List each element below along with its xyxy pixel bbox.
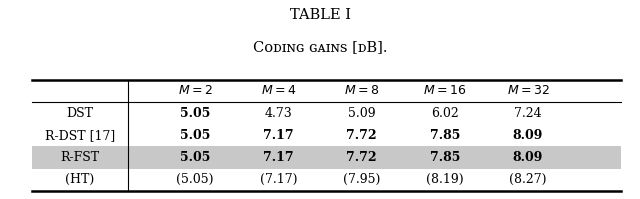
Text: 7.72: 7.72 — [346, 151, 377, 164]
Text: (HT): (HT) — [65, 173, 95, 186]
Text: 5.05: 5.05 — [180, 151, 211, 164]
Text: 7.85: 7.85 — [429, 151, 460, 164]
Text: 4.73: 4.73 — [264, 106, 292, 120]
Text: $M = 32$: $M = 32$ — [507, 84, 549, 97]
Text: 8.09: 8.09 — [513, 129, 543, 142]
Text: R-DST [17]: R-DST [17] — [45, 129, 115, 142]
Text: 5.05: 5.05 — [180, 106, 211, 120]
Text: (7.95): (7.95) — [343, 173, 380, 186]
Text: 5.09: 5.09 — [348, 106, 376, 120]
Text: DST: DST — [67, 106, 93, 120]
Text: (8.19): (8.19) — [426, 173, 463, 186]
Text: (7.17): (7.17) — [260, 173, 297, 186]
Text: 7.24: 7.24 — [514, 106, 542, 120]
Text: (8.27): (8.27) — [509, 173, 547, 186]
Text: 8.09: 8.09 — [513, 151, 543, 164]
Text: 7.17: 7.17 — [263, 129, 294, 142]
Text: 5.05: 5.05 — [180, 129, 211, 142]
Text: TABLE I: TABLE I — [289, 8, 351, 22]
Text: $M = 16$: $M = 16$ — [423, 84, 467, 97]
Text: R-FST: R-FST — [60, 151, 100, 164]
Text: $M = 8$: $M = 8$ — [344, 84, 380, 97]
Text: (5.05): (5.05) — [177, 173, 214, 186]
Text: 7.17: 7.17 — [263, 151, 294, 164]
Text: 6.02: 6.02 — [431, 106, 459, 120]
Text: $M = 4$: $M = 4$ — [260, 84, 296, 97]
Text: 7.85: 7.85 — [429, 129, 460, 142]
Text: Cᴏᴅɪɴɢ ɢᴀɪɴs [ᴅB].: Cᴏᴅɪɴɢ ɢᴀɪɴs [ᴅB]. — [253, 40, 387, 54]
Text: $M = 2$: $M = 2$ — [178, 84, 212, 97]
Text: 7.72: 7.72 — [346, 129, 377, 142]
